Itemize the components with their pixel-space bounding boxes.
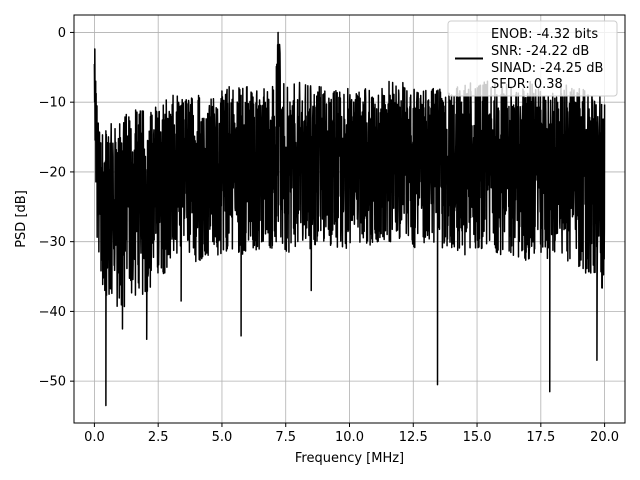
y-tick-label: 0 (58, 26, 66, 41)
x-tick-label: 7.5 (275, 430, 296, 445)
x-tick-label: 2.5 (148, 430, 169, 445)
x-tick-label: 17.5 (526, 430, 555, 445)
legend-entry-sfdr: SFDR: 0.38 (491, 77, 563, 92)
x-axis-label: Frequency [MHz] (295, 451, 404, 466)
x-tick-label: 0.0 (84, 430, 105, 445)
y-tick-label: −40 (39, 305, 66, 320)
x-tick-label: 15.0 (463, 430, 492, 445)
legend: ENOB: -4.32 bits SNR: -24.22 dB SINAD: -… (447, 20, 618, 97)
y-axis-label: PSD [dB] (14, 190, 29, 248)
plot-area (93, 31, 606, 407)
x-tick-label: 10.0 (335, 430, 364, 445)
y-axis-ticks: 0 −10 −20 −30 −40 −50 (39, 26, 74, 390)
legend-entry-sinad: SINAD: -24.25 dB (491, 61, 603, 76)
x-tick-label: 20.0 (590, 430, 619, 445)
y-tick-label: −50 (39, 375, 66, 390)
legend-entry-snr: SNR: -24.22 dB (491, 44, 589, 59)
y-tick-label: −20 (39, 165, 66, 180)
series-layer (93, 31, 606, 407)
y-tick-label: −30 (39, 235, 66, 250)
x-axis-ticks: 0.0 2.5 5.0 7.5 10.0 12.5 15.0 17.5 20.0 (84, 423, 619, 445)
x-tick-label: 5.0 (212, 430, 233, 445)
psd-series-line (93, 31, 606, 407)
y-tick-label: −10 (39, 96, 66, 111)
legend-box (447, 20, 618, 97)
x-tick-label: 12.5 (399, 430, 428, 445)
legend-entry-enob: ENOB: -4.32 bits (491, 27, 598, 42)
